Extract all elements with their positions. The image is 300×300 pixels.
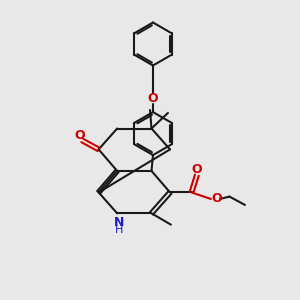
Text: H: H (115, 225, 123, 235)
Text: O: O (74, 129, 85, 142)
Text: O: O (211, 193, 222, 206)
Text: O: O (148, 92, 158, 105)
Text: O: O (192, 163, 202, 176)
Text: N: N (113, 216, 124, 229)
